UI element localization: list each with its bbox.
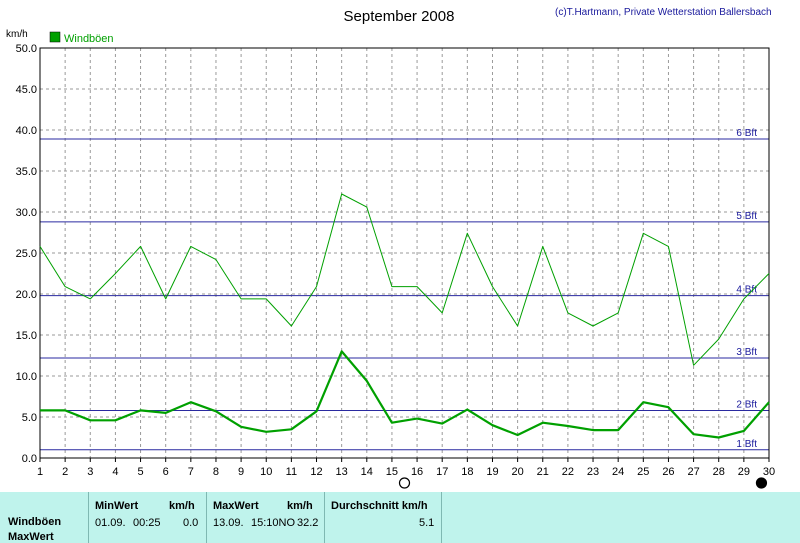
stats-max-cell: MaxWert km/h 13.09. 15:10NO 32.2 — [206, 492, 325, 543]
plot-area: 1 2 3 4 5 6 7 8 9 10 11 12 13 14 15 16 17 18 19 20 21 22 23 24 2… — [16, 43, 775, 489]
beaufort-label: 3 Bft — [736, 347, 757, 358]
row-label-maxwert: MaxWert — [8, 531, 54, 543]
x-tick-label: 1 — [37, 466, 43, 478]
y-tick-label: 10.0 — [16, 371, 37, 383]
x-tick-label: 21 — [537, 466, 549, 478]
x-tick-label: 6 — [163, 466, 169, 478]
series-line-average — [40, 350, 770, 439]
x-tick-label: 27 — [687, 466, 699, 478]
beaufort-label: 2 Bft — [736, 399, 757, 410]
min-time: 00:25 — [133, 517, 161, 529]
y-tick-label: 45.0 — [16, 84, 37, 96]
min-header: MinWert — [95, 500, 139, 512]
x-tick-label: 4 — [112, 466, 118, 478]
full-moon-icon — [398, 477, 411, 489]
min-date: 01.09. — [95, 517, 126, 529]
y-tick-label: 15.0 — [16, 330, 37, 342]
legend-label: Windböen — [64, 33, 114, 45]
max-date: 13.09. — [213, 517, 244, 529]
beaufort-label: 5 Bft — [736, 211, 757, 222]
new-moon-icon — [755, 477, 768, 489]
x-tick-label: 12 — [310, 466, 322, 478]
stats-panel: MinWert km/h 01.09. 00:25 0.0 MaxWert km… — [0, 492, 800, 543]
avg-header: Durchschnitt km/h — [331, 500, 428, 512]
y-tick-label: 40.0 — [16, 125, 37, 137]
y-axis-label: km/h — [6, 29, 28, 40]
x-tick-label: 5 — [137, 466, 143, 478]
series-line-windboeen — [39, 193, 770, 366]
beaufort-label: 1 Bft — [736, 439, 757, 450]
y-tick-label: 25.0 — [16, 248, 37, 260]
avg-value: 5.1 — [419, 517, 435, 529]
plot-frame — [39, 47, 770, 459]
x-tick-label: 9 — [238, 466, 244, 478]
stats-avg-cell: Durchschnitt km/h 5.1 — [324, 492, 442, 543]
y-tick-label: 35.0 — [16, 166, 37, 178]
x-tick-label: 3 — [87, 466, 93, 478]
x-tick-label: 2 — [62, 466, 68, 478]
legend-swatch — [49, 31, 61, 43]
y-tick-label: 30.0 — [16, 207, 37, 219]
x-tick-label: 28 — [713, 466, 725, 478]
x-tick-label: 17 — [436, 466, 448, 478]
x-tick-label: 25 — [637, 466, 649, 478]
max-unit: km/h — [287, 500, 313, 512]
x-tick-label: 22 — [562, 466, 574, 478]
x-tick-label: 29 — [738, 466, 750, 478]
x-tick-label: 16 — [411, 466, 423, 478]
chart-title: September 2008 — [344, 8, 455, 25]
stats-min-cell: MinWert km/h 01.09. 00:25 0.0 — [88, 492, 207, 543]
min-unit: km/h — [169, 500, 195, 512]
row-label-windboeen: Windböen — [8, 516, 62, 528]
wind-chart: September 2008 (c)T.Hartmann, Private We… — [6, 7, 775, 489]
x-tick-label: 19 — [486, 466, 498, 478]
y-tick-label: 50.0 — [16, 43, 37, 55]
y-tick-label: 5.0 — [22, 412, 37, 424]
x-tick-label: 8 — [213, 466, 219, 478]
x-tick-label: 10 — [260, 466, 272, 478]
y-tick-label: 0.0 — [22, 453, 37, 465]
x-tick-label: 11 — [286, 466, 297, 478]
x-tick-label: 14 — [361, 466, 373, 478]
x-tick-label: 15 — [386, 466, 398, 478]
beaufort-label: 4 Bft — [736, 285, 757, 296]
x-tick-label: 24 — [612, 466, 624, 478]
y-tick-label: 20.0 — [16, 289, 37, 301]
min-value: 0.0 — [183, 517, 199, 529]
x-tick-label: 13 — [336, 466, 348, 478]
chart-credit: (c)T.Hartmann, Private Wetterstation Bal… — [555, 7, 772, 18]
max-header: MaxWert — [213, 500, 259, 512]
x-tick-label: 18 — [461, 466, 473, 478]
x-tick-label: 30 — [763, 466, 775, 478]
max-time: 15:10NO — [251, 517, 296, 529]
x-tick-label: 26 — [662, 466, 674, 478]
max-value: 32.2 — [297, 517, 319, 529]
beaufort-label: 6 Bft — [736, 128, 757, 139]
x-tick-label: 20 — [511, 466, 523, 478]
x-tick-label: 7 — [188, 466, 194, 478]
x-tick-label: 23 — [587, 466, 599, 478]
